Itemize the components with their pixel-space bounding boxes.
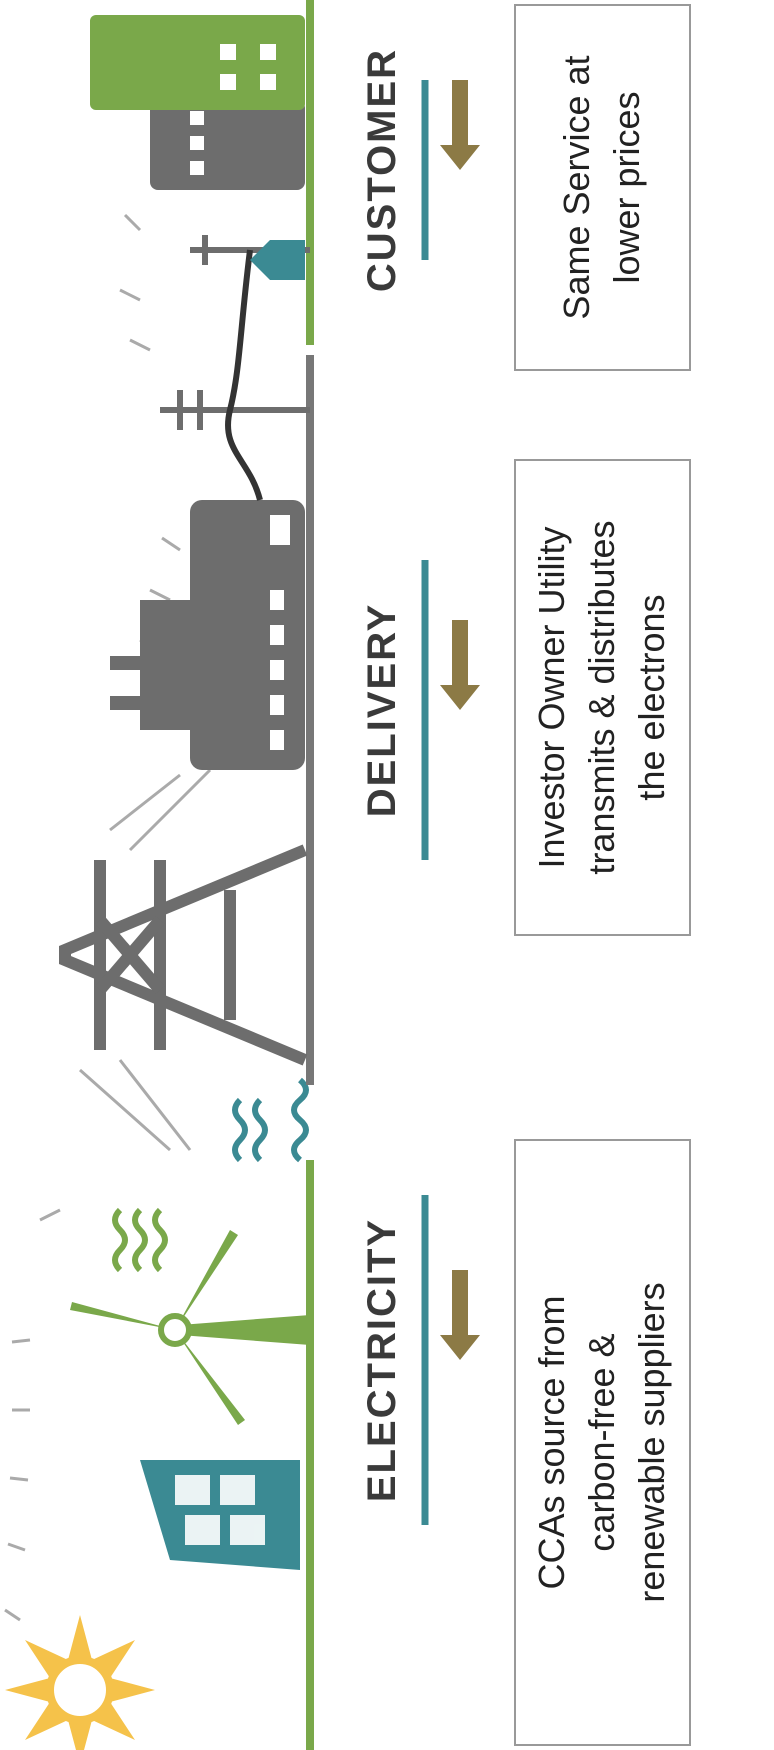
description-line: Same Service at [556,55,597,319]
tower-icon [59,844,308,1066]
description-line: lower prices [606,91,647,283]
description-line: Investor Owner Utility [531,526,572,868]
arrow [440,80,480,170]
description-line: CCAs source from [531,1295,572,1589]
description-box [514,459,691,936]
arrow [440,620,480,710]
description-box [514,4,691,371]
buildings-icon [90,15,305,280]
rays-decoration [4,213,212,1622]
landscape-frame: ELECTRICITY CCAs source from carbon-free &… [4,0,691,1750]
stage-label: CUSTOMER [360,48,404,292]
stage-label: ELECTRICITY [360,1218,404,1502]
description-line: transmits & distributes [581,520,622,874]
sun-icon [5,1615,155,1750]
wind-turbine-icon [70,1230,310,1425]
description-box [514,1139,691,1746]
description-line: the electrons [631,594,672,800]
description-line: carbon-free & [581,1333,622,1551]
plant-icon [110,500,305,770]
stage-label: DELIVERY [360,603,404,818]
description-line: renewable suppliers [631,1282,672,1602]
arrow [440,1270,480,1360]
solar-panel-icon [140,1460,300,1570]
waves-icon [112,1077,309,1273]
